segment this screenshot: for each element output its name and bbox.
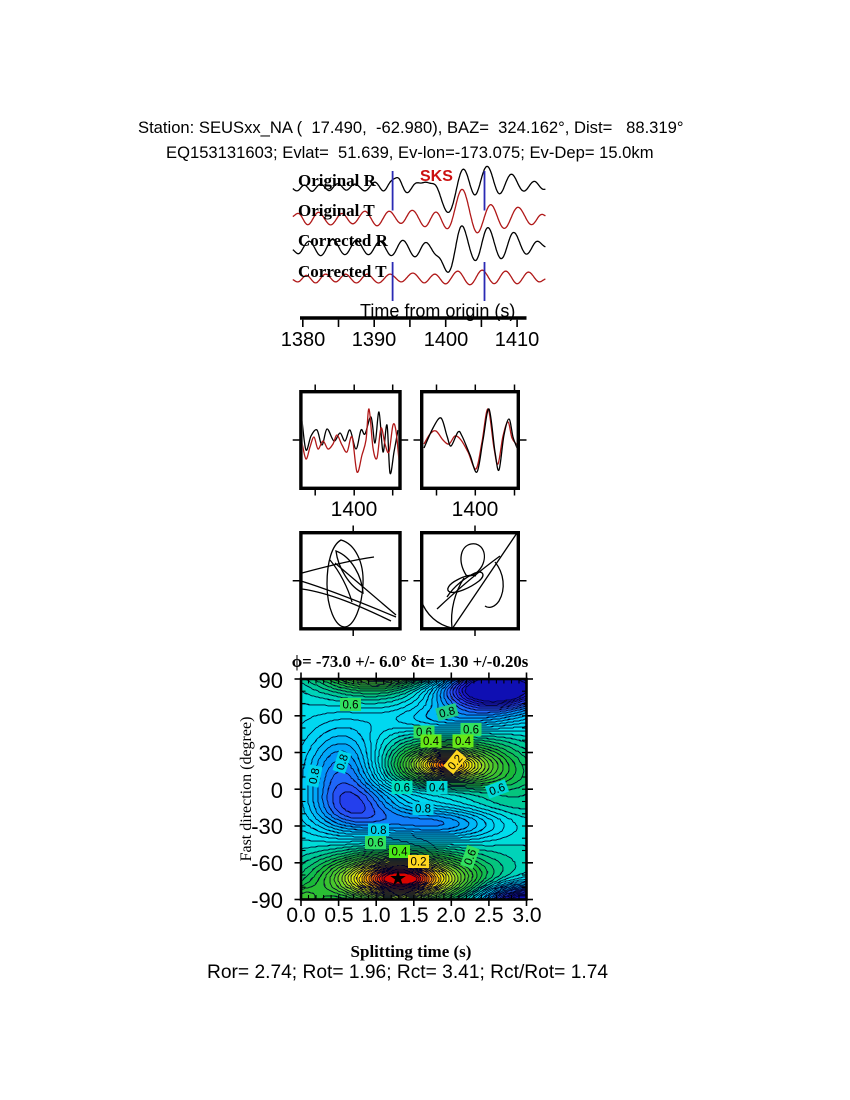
svg-text:0.4: 0.4	[423, 736, 440, 748]
svg-text:0.6: 0.6	[463, 725, 479, 737]
svg-text:0.4: 0.4	[392, 847, 409, 859]
svg-text:0.2: 0.2	[411, 857, 427, 869]
svg-text:0.8: 0.8	[335, 753, 351, 772]
svg-text:0.6: 0.6	[463, 848, 480, 867]
svg-text:0.6: 0.6	[368, 838, 384, 850]
svg-text:0.8: 0.8	[307, 767, 322, 785]
svg-text:0.8: 0.8	[415, 804, 431, 816]
svg-text:0.4: 0.4	[455, 736, 472, 748]
svg-text:0.6: 0.6	[488, 782, 507, 799]
svg-text:0.8: 0.8	[371, 825, 387, 837]
svg-text:0.8: 0.8	[438, 705, 457, 721]
svg-text:0.6: 0.6	[343, 700, 359, 712]
svg-text:0.6: 0.6	[394, 783, 410, 795]
svg-text:0.4: 0.4	[429, 783, 446, 795]
